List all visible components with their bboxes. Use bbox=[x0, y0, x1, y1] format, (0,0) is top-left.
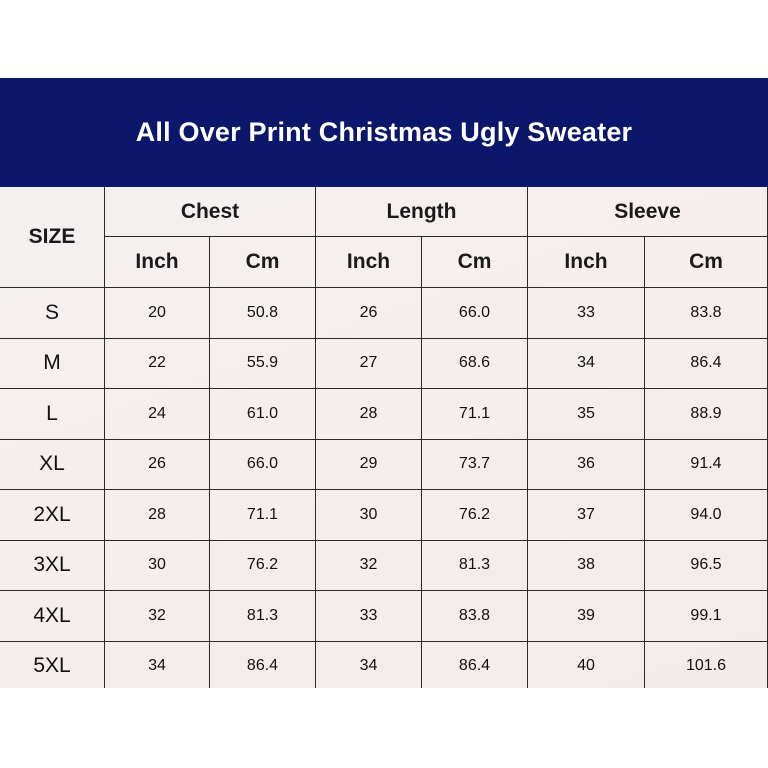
measurement: 39 bbox=[528, 591, 645, 642]
measurement: 36 bbox=[528, 439, 645, 490]
measurement: 73.7 bbox=[422, 439, 528, 490]
group-header: Sleeve bbox=[528, 187, 768, 237]
measurement: 30 bbox=[105, 540, 210, 591]
size-table: SIZE Chest Length Sleeve Inch Cm Inch Cm Inch Cm S… bbox=[0, 187, 768, 688]
measurement: 34 bbox=[528, 338, 645, 389]
measurement: 37 bbox=[528, 490, 645, 541]
size-label: S bbox=[0, 288, 105, 339]
size-label: 2XL bbox=[0, 490, 105, 541]
measurement: 27 bbox=[316, 338, 422, 389]
unit-header: Inch bbox=[316, 237, 422, 288]
measurement: 26 bbox=[105, 439, 210, 490]
size-label: XL bbox=[0, 439, 105, 490]
measurement: 26 bbox=[316, 288, 422, 339]
group-header: Chest bbox=[105, 187, 316, 237]
title-banner: All Over Print Christmas Ugly Sweater bbox=[0, 78, 768, 187]
measurement: 34 bbox=[316, 641, 422, 688]
group-header: Length bbox=[316, 187, 528, 237]
measurement: 33 bbox=[316, 591, 422, 642]
measurement: 76.2 bbox=[210, 540, 316, 591]
measurement: 88.9 bbox=[645, 389, 768, 440]
measurement: 83.8 bbox=[422, 591, 528, 642]
measurement: 32 bbox=[316, 540, 422, 591]
size-label: 4XL bbox=[0, 591, 105, 642]
size-label: 3XL bbox=[0, 540, 105, 591]
measurement: 32 bbox=[105, 591, 210, 642]
measurement: 38 bbox=[528, 540, 645, 591]
unit-header: Cm bbox=[210, 237, 316, 288]
measurement: 30 bbox=[316, 490, 422, 541]
measurement: 34 bbox=[105, 641, 210, 688]
measurement: 20 bbox=[105, 288, 210, 339]
size-label: M bbox=[0, 338, 105, 389]
measurement: 66.0 bbox=[210, 439, 316, 490]
measurement: 61.0 bbox=[210, 389, 316, 440]
size-label: 5XL bbox=[0, 641, 105, 688]
measurement: 68.6 bbox=[422, 338, 528, 389]
measurement: 101.6 bbox=[645, 641, 768, 688]
measurement: 29 bbox=[316, 439, 422, 490]
measurement: 22 bbox=[105, 338, 210, 389]
measurement: 99.1 bbox=[645, 591, 768, 642]
measurement: 86.4 bbox=[422, 641, 528, 688]
size-header: SIZE bbox=[0, 187, 105, 288]
measurement: 91.4 bbox=[645, 439, 768, 490]
measurement: 86.4 bbox=[210, 641, 316, 688]
measurement: 76.2 bbox=[422, 490, 528, 541]
unit-header: Cm bbox=[645, 237, 768, 288]
measurement: 40 bbox=[528, 641, 645, 688]
measurement: 71.1 bbox=[210, 490, 316, 541]
measurement: 24 bbox=[105, 389, 210, 440]
measurement: 66.0 bbox=[422, 288, 528, 339]
measurement: 71.1 bbox=[422, 389, 528, 440]
unit-header: Inch bbox=[528, 237, 645, 288]
measurement: 86.4 bbox=[645, 338, 768, 389]
unit-header: Inch bbox=[105, 237, 210, 288]
title: All Over Print Christmas Ugly Sweater bbox=[135, 117, 633, 147]
measurement: 94.0 bbox=[645, 490, 768, 541]
measurement: 55.9 bbox=[210, 338, 316, 389]
measurement: 96.5 bbox=[645, 540, 768, 591]
unit-header: Cm bbox=[422, 237, 528, 288]
measurement: 83.8 bbox=[645, 288, 768, 339]
size-label: L bbox=[0, 389, 105, 440]
measurement: 28 bbox=[105, 490, 210, 541]
measurement: 50.8 bbox=[210, 288, 316, 339]
measurement: 35 bbox=[528, 389, 645, 440]
measurement: 33 bbox=[528, 288, 645, 339]
measurement: 81.3 bbox=[210, 591, 316, 642]
measurement: 28 bbox=[316, 389, 422, 440]
measurement: 81.3 bbox=[422, 540, 528, 591]
